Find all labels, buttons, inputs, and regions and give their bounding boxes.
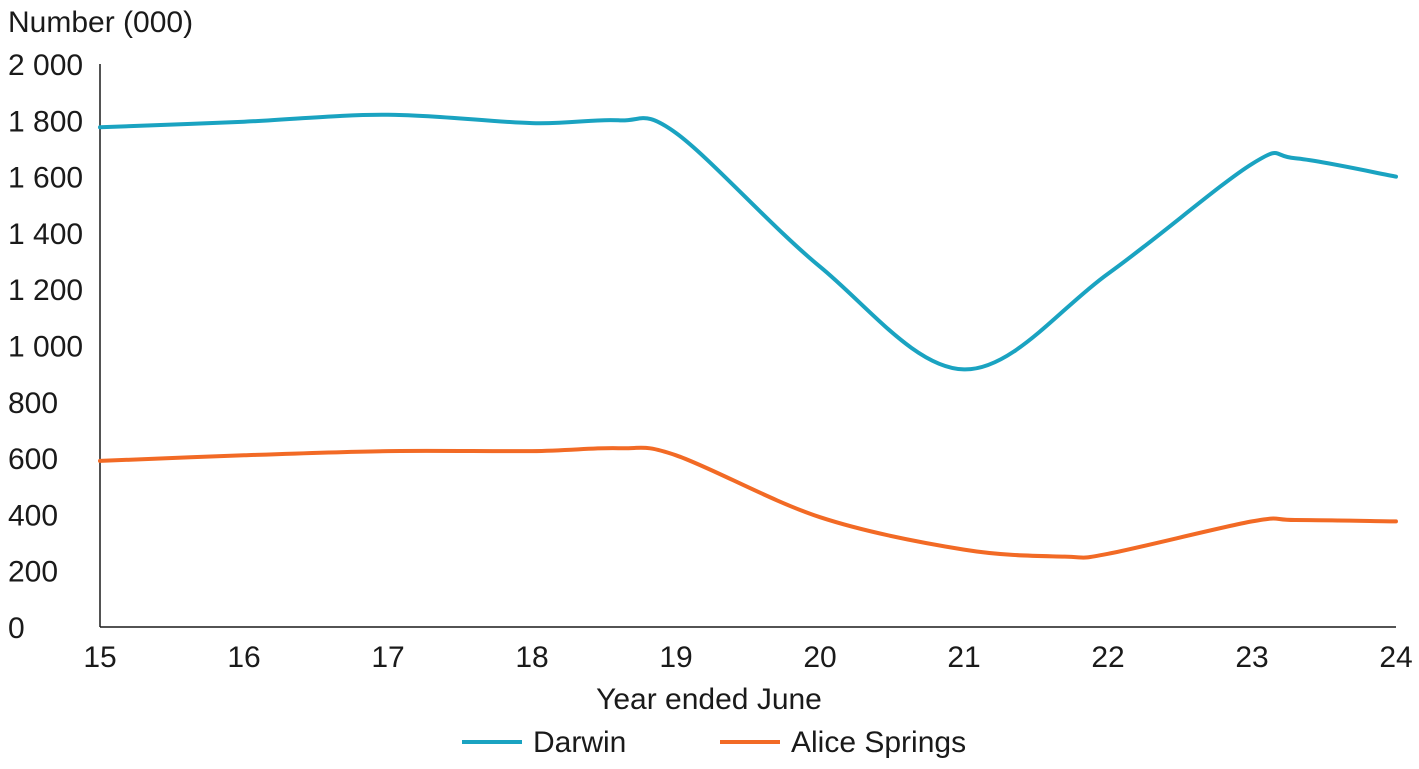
x-tick-label: 21: [947, 641, 980, 674]
y-tick-label: 600: [8, 443, 58, 476]
legend: Darwin Alice Springs: [462, 726, 966, 759]
legend-label-darwin: Darwin: [533, 726, 626, 759]
y-axis-title: Number (000): [8, 6, 193, 39]
series-line-darwin: [98, 112, 1398, 372]
x-tick-label: 19: [659, 641, 692, 674]
y-tick-label: 800: [8, 387, 58, 420]
y-axis-ticks: 0 200 400 600 800 1 000 1 200 1 400 1 600 1 800 2 …: [8, 49, 83, 645]
y-tick-label: 1 200: [8, 274, 83, 307]
x-tick-label: 23: [1235, 641, 1268, 674]
x-tick-label: 16: [227, 641, 260, 674]
x-axis-title: Year ended June: [596, 683, 822, 716]
series-lines: [98, 112, 1398, 560]
x-tick-label: 17: [371, 641, 404, 674]
y-tick-label: 1 000: [8, 331, 83, 364]
y-tick-label: 2 000: [8, 49, 83, 82]
y-tick-label: 1 600: [8, 162, 83, 195]
y-tick-label: 200: [8, 556, 58, 589]
x-axis-ticks: 15 16 17 18 19 20 21 22 23 24: [83, 641, 1412, 674]
legend-label-alice-springs: Alice Springs: [791, 726, 966, 759]
series-line-alice-springs: [98, 445, 1398, 560]
y-tick-label: 0: [8, 612, 25, 645]
x-tick-label: 22: [1091, 641, 1124, 674]
y-tick-label: 400: [8, 499, 58, 532]
x-tick-label: 18: [515, 641, 548, 674]
x-tick-label: 20: [803, 641, 836, 674]
x-tick-label: 15: [83, 641, 116, 674]
x-tick-label: 24: [1379, 641, 1412, 674]
y-tick-label: 1 800: [8, 105, 83, 138]
y-tick-label: 1 400: [8, 218, 83, 251]
